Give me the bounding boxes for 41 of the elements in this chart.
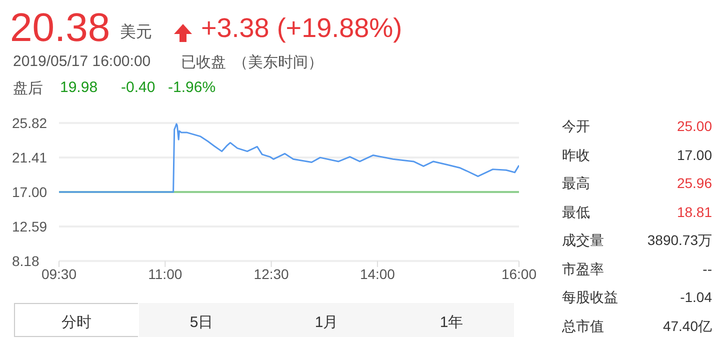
- text: 总市值: [562, 318, 604, 336]
- text: 美元: [120, 22, 152, 43]
- text: 25.00: [676, 118, 712, 134]
- text: 47.40亿: [662, 318, 712, 336]
- text: 市盈率: [562, 260, 604, 278]
- text: 成交量: [562, 232, 604, 250]
- text: --: [702, 260, 712, 276]
- x-tick-label: 12:30: [254, 266, 290, 282]
- text: 1年: [438, 313, 464, 332]
- x-tick-label: 09:30: [41, 266, 77, 282]
- text: 盘后: [13, 79, 43, 98]
- text: 5日: [188, 313, 214, 332]
- x-tick-label: 16:00: [501, 266, 537, 282]
- y-tick-label: 17.00: [12, 184, 48, 200]
- text: 19.98: [60, 79, 98, 96]
- text: 25.96: [676, 175, 712, 191]
- text: （美东时间）: [233, 53, 323, 72]
- text: 昨收: [562, 146, 590, 164]
- text: 3890.73万: [647, 232, 712, 250]
- x-tick-label: 14:00: [360, 266, 396, 282]
- text: 每股收益: [562, 289, 618, 307]
- text: 最低: [562, 204, 590, 222]
- text: -0.40: [121, 79, 156, 96]
- text: +3.38 (+19.88%): [201, 13, 402, 44]
- text: 17.00: [676, 146, 712, 162]
- text: 已收盘: [181, 53, 226, 72]
- chart-title: 20.38: [10, 6, 110, 51]
- text: -1.96%: [168, 79, 216, 96]
- y-tick-label: 12.59: [12, 218, 48, 234]
- text: 最高: [562, 175, 590, 193]
- y-tick-label: 8.18: [12, 253, 40, 269]
- text: 分时: [60, 313, 92, 332]
- x-tick-label: 11:00: [148, 266, 182, 282]
- text: -1.04: [680, 289, 712, 305]
- line-series: [59, 123, 519, 193]
- y-tick-label: 25.82: [12, 115, 48, 131]
- text: 18.81: [676, 204, 712, 220]
- y-tick-label: 21.41: [12, 150, 48, 166]
- text: 1月: [314, 313, 340, 332]
- text: 今开: [562, 118, 590, 136]
- text: 2019/05/17 16:00:00: [13, 53, 151, 70]
